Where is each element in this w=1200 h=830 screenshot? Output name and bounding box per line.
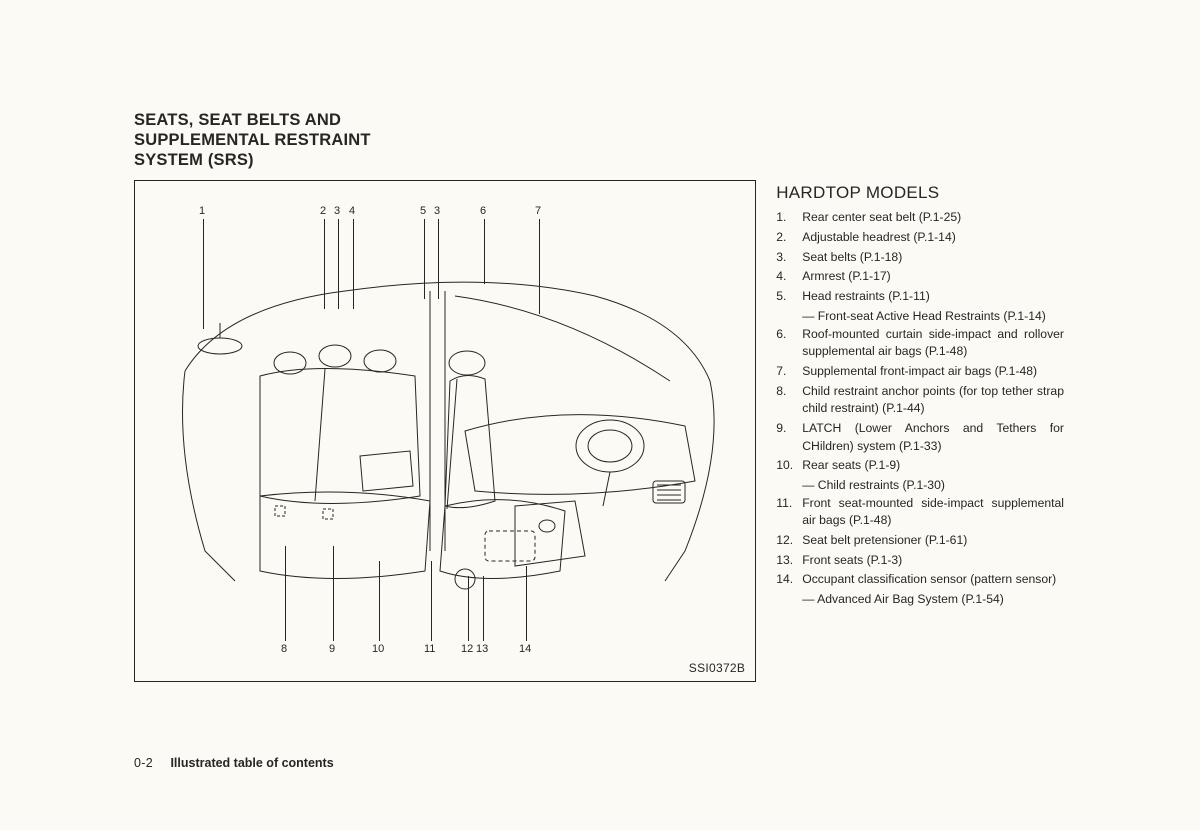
callout-number: 7 <box>535 205 541 217</box>
legend-item: 10.Rear seats (P.1-9) <box>776 457 1064 475</box>
legend-item: 5.Head restraints (P.1-11) <box>776 288 1064 306</box>
legend-item-number: 7. <box>776 363 802 381</box>
legend-item-text: Occupant classification sensor (pattern … <box>802 571 1064 589</box>
figure-box: 12345367 891011121314 <box>134 180 756 682</box>
legend-item: 3.Seat belts (P.1-18) <box>776 249 1064 267</box>
legend-list: 1.Rear center seat belt (P.1-25)2.Adjust… <box>776 209 1064 608</box>
section-heading: SEATS, SEAT BELTS AND SUPPLEMENTAL RESTR… <box>134 110 1064 170</box>
legend-item: 6.Roof-mounted curtain side-impact and r… <box>776 326 1064 361</box>
legend-item-number: 2. <box>776 229 802 247</box>
legend-item: 11.Front seat-mounted side-impact supple… <box>776 495 1064 530</box>
legend-item: 4.Armrest (P.1-17) <box>776 268 1064 286</box>
legend-item-text: Supplemental front-impact air bags (P.1-… <box>802 363 1064 381</box>
legend-item-number: 5. <box>776 288 802 306</box>
legend-item-text: Child restraint anchor points (for top t… <box>802 383 1064 418</box>
legend-item-text: Adjustable headrest (P.1-14) <box>802 229 1064 247</box>
callout-number: 6 <box>480 205 486 217</box>
legend-item: 8.Child restraint anchor points (for top… <box>776 383 1064 418</box>
footer-section-title: Illustrated table of contents <box>170 756 333 770</box>
callout-number: 5 <box>420 205 426 217</box>
legend-item-text: Rear center seat belt (P.1-25) <box>802 209 1064 227</box>
legend-item-number: 9. <box>776 420 802 455</box>
car-interior-diagram <box>165 251 735 651</box>
legend-item: 13.Front seats (P.1-3) <box>776 552 1064 570</box>
figure-code: SSI0372B <box>689 661 745 675</box>
legend-item-text: Front seat-mounted side-impact supplemen… <box>802 495 1064 530</box>
heading-line-2: SUPPLEMENTAL RESTRAINT <box>134 130 1064 150</box>
legend-item-text: Front seats (P.1-3) <box>802 552 1064 570</box>
legend-item-sub: — Child restraints (P.1-30) <box>776 477 1064 495</box>
legend-item-number: 14. <box>776 571 802 589</box>
heading-line-3: SYSTEM (SRS) <box>134 150 1064 170</box>
subheading: HARDTOP MODELS <box>776 183 1064 203</box>
legend-item: 12.Seat belt pretensioner (P.1-61) <box>776 532 1064 550</box>
page-number: 0-2 <box>134 756 153 770</box>
legend-item: 7.Supplemental front-impact air bags (P.… <box>776 363 1064 381</box>
legend-item-number: 3. <box>776 249 802 267</box>
page-footer: 0-2 Illustrated table of contents <box>134 756 334 770</box>
legend-item-text: Roof-mounted curtain side-impact and rol… <box>802 326 1064 361</box>
callout-number: 3 <box>434 205 440 217</box>
legend-item: 1.Rear center seat belt (P.1-25) <box>776 209 1064 227</box>
legend-item: 2.Adjustable headrest (P.1-14) <box>776 229 1064 247</box>
legend-item-text: Seat belt pretensioner (P.1-61) <box>802 532 1064 550</box>
legend-item-sub: — Advanced Air Bag System (P.1-54) <box>776 591 1064 609</box>
legend-item-number: 8. <box>776 383 802 418</box>
legend-item-number: 10. <box>776 457 802 475</box>
legend-item: 9.LATCH (Lower Anchors and Tethers for C… <box>776 420 1064 455</box>
legend-item-text: LATCH (Lower Anchors and Tethers for CHi… <box>802 420 1064 455</box>
callout-number: 1 <box>199 205 205 217</box>
callout-number: 2 <box>320 205 326 217</box>
legend-item-text: Rear seats (P.1-9) <box>802 457 1064 475</box>
legend-item-sub: — Front-seat Active Head Restraints (P.1… <box>776 308 1064 326</box>
heading-line-1: SEATS, SEAT BELTS AND <box>134 110 1064 130</box>
callout-number: 4 <box>349 205 355 217</box>
legend-item-text: Armrest (P.1-17) <box>802 268 1064 286</box>
callout-number: 3 <box>334 205 340 217</box>
legend-item-number: 1. <box>776 209 802 227</box>
legend-item-number: 12. <box>776 532 802 550</box>
legend-item: 14.Occupant classification sensor (patte… <box>776 571 1064 589</box>
legend-item-number: 11. <box>776 495 802 530</box>
legend-item-text: Seat belts (P.1-18) <box>802 249 1064 267</box>
legend-column: HARDTOP MODELS 1.Rear center seat belt (… <box>776 180 1064 608</box>
legend-item-text: Head restraints (P.1-11) <box>802 288 1064 306</box>
legend-item-number: 4. <box>776 268 802 286</box>
legend-item-number: 13. <box>776 552 802 570</box>
legend-item-number: 6. <box>776 326 802 361</box>
